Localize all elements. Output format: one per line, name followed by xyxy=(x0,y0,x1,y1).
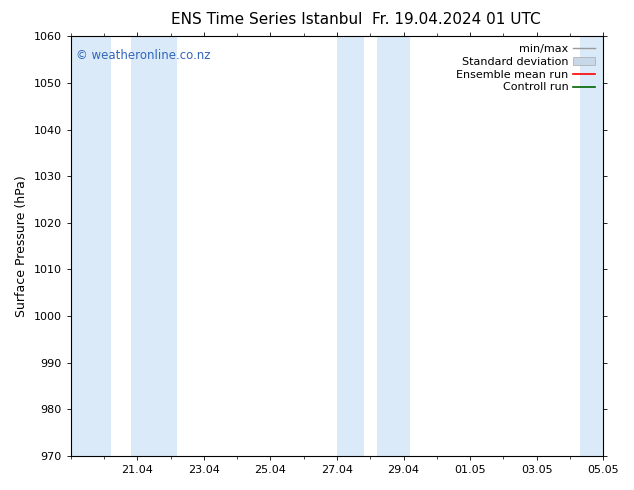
Bar xyxy=(337,36,363,456)
Text: © weatheronline.co.nz: © weatheronline.co.nz xyxy=(76,49,210,62)
Y-axis label: Surface Pressure (hPa): Surface Pressure (hPa) xyxy=(15,175,28,317)
Bar xyxy=(131,36,178,456)
Text: ENS Time Series Istanbul: ENS Time Series Istanbul xyxy=(171,12,362,27)
Bar xyxy=(71,36,111,456)
Bar xyxy=(377,36,410,456)
Text: Fr. 19.04.2024 01 UTC: Fr. 19.04.2024 01 UTC xyxy=(372,12,541,27)
Bar xyxy=(580,36,603,456)
Legend: min/max, Standard deviation, Ensemble mean run, Controll run: min/max, Standard deviation, Ensemble me… xyxy=(455,42,598,95)
